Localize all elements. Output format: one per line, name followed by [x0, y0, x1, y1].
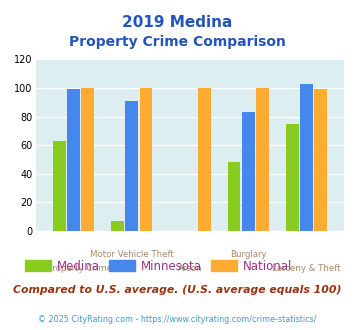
Text: Property Crime Comparison: Property Crime Comparison — [69, 35, 286, 49]
Bar — [286, 124, 299, 231]
Bar — [256, 88, 269, 231]
Bar — [67, 89, 80, 231]
Bar — [111, 221, 124, 231]
Bar — [125, 101, 138, 231]
Bar — [140, 88, 152, 231]
Text: Arson: Arson — [178, 264, 202, 273]
Text: © 2025 CityRating.com - https://www.cityrating.com/crime-statistics/: © 2025 CityRating.com - https://www.city… — [38, 315, 317, 324]
Text: Larceny & Theft: Larceny & Theft — [272, 264, 341, 273]
Bar — [228, 162, 240, 231]
Bar — [198, 88, 211, 231]
Text: Motor Vehicle Theft: Motor Vehicle Theft — [90, 250, 174, 259]
Text: Compared to U.S. average. (U.S. average equals 100): Compared to U.S. average. (U.S. average … — [13, 285, 342, 295]
Text: Burglary: Burglary — [230, 250, 267, 259]
Text: All Property Crime: All Property Crime — [34, 264, 113, 273]
Bar — [242, 112, 255, 231]
Bar — [300, 84, 313, 231]
Bar — [314, 89, 327, 231]
Legend: Medina, Minnesota, National: Medina, Minnesota, National — [20, 255, 297, 278]
Text: 2019 Medina: 2019 Medina — [122, 15, 233, 30]
Bar — [81, 88, 94, 231]
Bar — [53, 141, 66, 231]
